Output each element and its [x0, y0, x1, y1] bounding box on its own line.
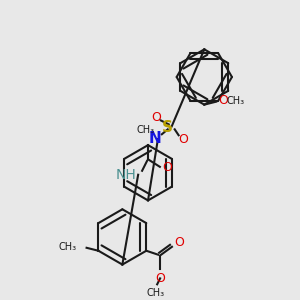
Text: O: O: [155, 272, 165, 286]
Text: O: O: [178, 133, 188, 146]
Text: N: N: [148, 131, 161, 146]
Text: CH₃: CH₃: [136, 125, 154, 135]
Text: O: O: [162, 161, 172, 174]
Text: O: O: [218, 94, 228, 107]
Text: O: O: [151, 111, 161, 124]
Text: O: O: [174, 236, 184, 249]
Text: CH₃: CH₃: [226, 96, 244, 106]
Text: CH₃: CH₃: [58, 242, 77, 252]
Text: S: S: [162, 120, 173, 135]
Text: CH₃: CH₃: [146, 288, 164, 298]
Text: NH: NH: [116, 168, 136, 182]
